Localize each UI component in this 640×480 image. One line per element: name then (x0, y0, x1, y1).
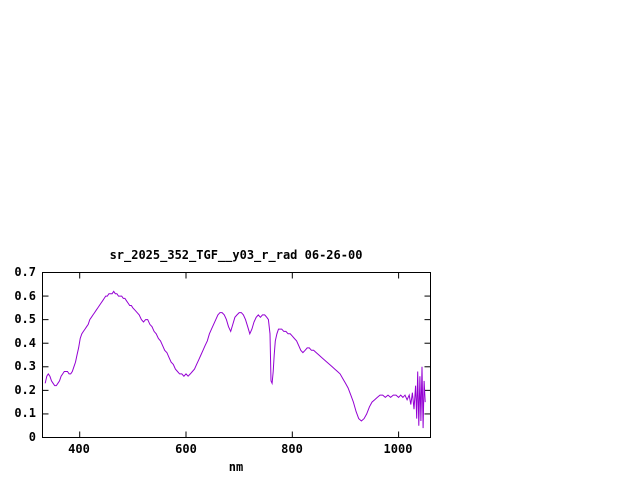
y-tick-label: 0.7 (14, 265, 36, 279)
y-tick-label: 0.5 (14, 312, 36, 326)
y-tick-label: 0.1 (14, 406, 36, 420)
y-tick-label: 0 (28, 430, 36, 444)
x-tick-label: 1000 (383, 442, 413, 456)
spectrum-line (44, 290, 426, 429)
x-tick-label: 800 (281, 442, 303, 456)
chart-title: sr_2025_352_TGF__y03_r_rad 06-26-00 (109, 248, 363, 262)
x-tick-label: 600 (175, 442, 197, 456)
y-tick-label: 0.3 (14, 359, 36, 373)
plot-border (42, 272, 431, 438)
y-tick-label: 0.4 (14, 336, 36, 350)
x-axis-label: nm (228, 460, 244, 474)
y-tick-label: 0.6 (14, 289, 36, 303)
x-tick-label: 400 (68, 442, 90, 456)
y-tick-label: 0.2 (14, 383, 36, 397)
